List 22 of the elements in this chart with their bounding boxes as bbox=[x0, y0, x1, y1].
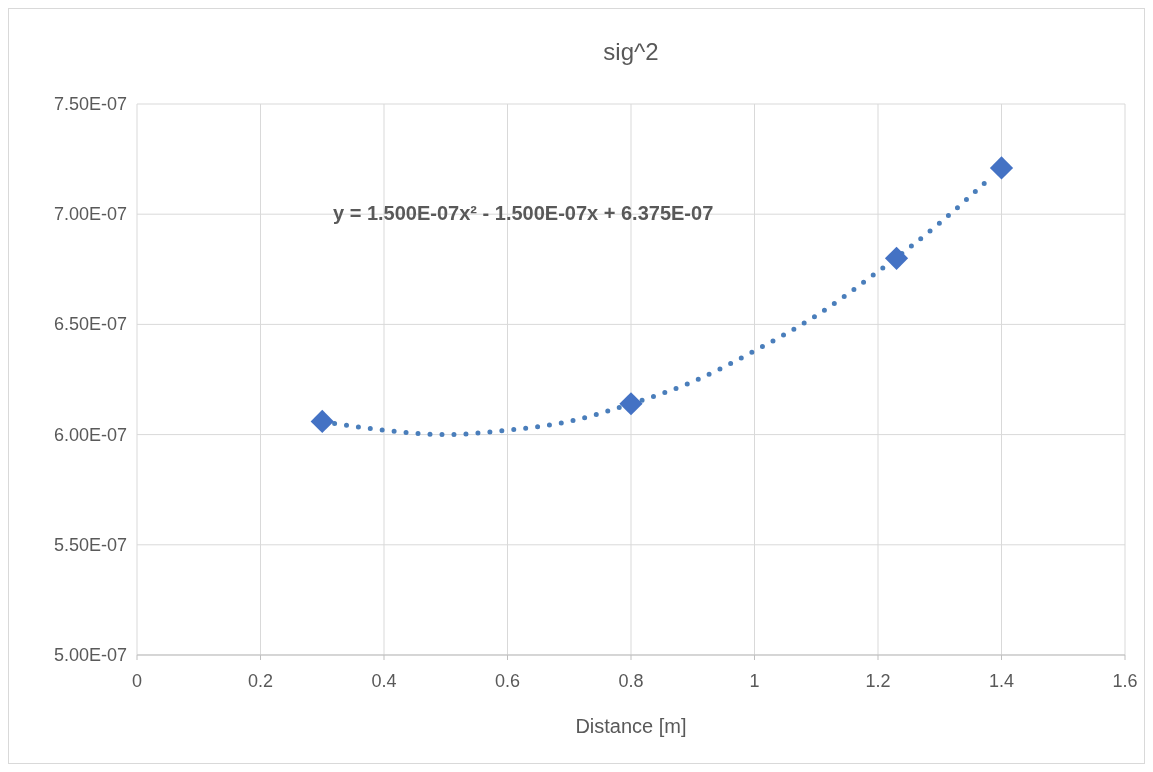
x-tick-label: 0.8 bbox=[618, 671, 644, 691]
x-tick-label: 0.2 bbox=[247, 671, 274, 691]
y-tick-label: 5.00E-07 bbox=[53, 645, 127, 665]
chart-title: sig^2 bbox=[603, 38, 659, 65]
y-tick-label: 6.50E-07 bbox=[53, 314, 127, 335]
y-tick-label: 6.00E-07 bbox=[53, 424, 127, 445]
annotation: y = 1.500E-07x² - 1.500E-07x + 6.375E-07 bbox=[333, 202, 714, 224]
x-tick-label: 0.6 bbox=[494, 671, 521, 691]
y-tick-label: 5.50E-07 bbox=[53, 534, 127, 555]
x-tick-label: 0 bbox=[131, 671, 143, 691]
x-tick-label: 1.4 bbox=[988, 671, 1015, 691]
point bbox=[310, 409, 334, 433]
y-tick-label: 7.00E-07 bbox=[53, 204, 127, 225]
y-tick-label: 7.50E-07 bbox=[53, 94, 127, 114]
x-axis-title: Distance [m] bbox=[575, 715, 687, 737]
x-tick-label: 1.2 bbox=[865, 671, 891, 691]
x-tick-label: 0.4 bbox=[371, 671, 397, 691]
point bbox=[989, 156, 1014, 180]
x-tick-label: 1 bbox=[749, 671, 760, 691]
point bbox=[619, 392, 643, 416]
x-tick-label: 1.6 bbox=[1112, 671, 1138, 691]
point bbox=[884, 246, 909, 270]
